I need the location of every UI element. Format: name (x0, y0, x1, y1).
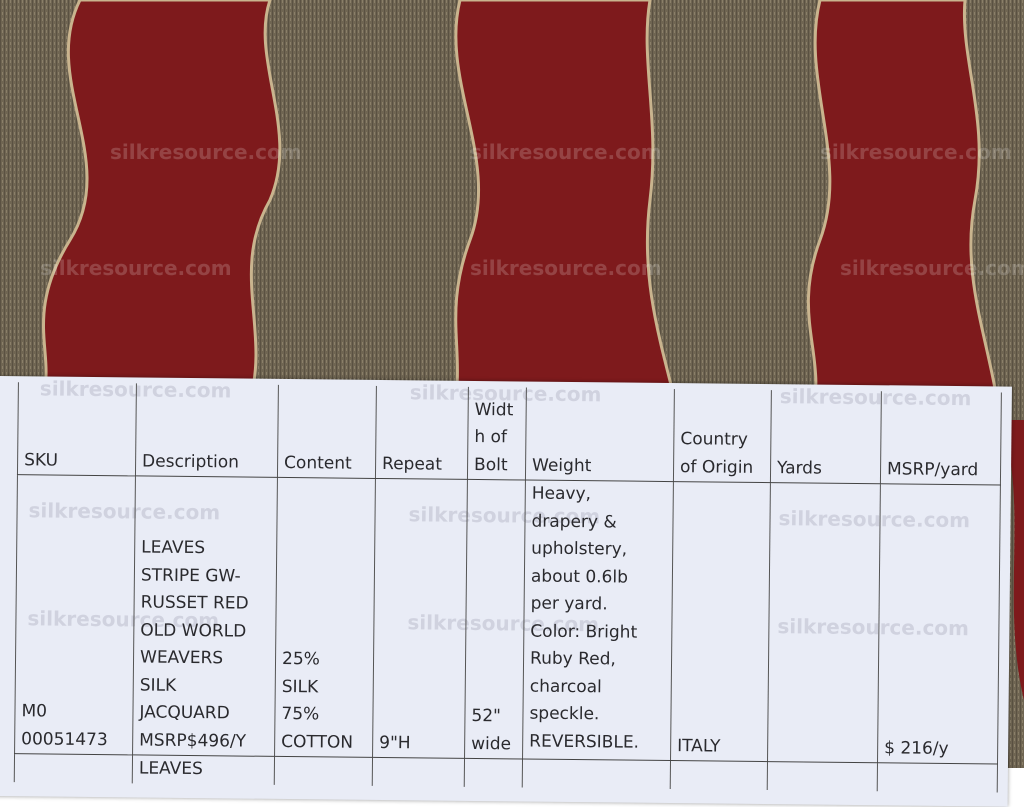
cell-line: upholstery, (531, 538, 628, 560)
table-cell: 52" wide (464, 479, 526, 759)
header-line: Widt (474, 399, 514, 420)
column-header: Widt h of Bolt (467, 386, 527, 481)
table-cell: ITALY (670, 481, 771, 762)
cell-line: Ruby Red, (529, 648, 616, 670)
column-header: Repeat (375, 385, 469, 480)
watermark: silkresource.com (820, 140, 1012, 164)
table-cell: LEAVES STRIPE GW- RUSSET RED OLD WORLD WEAVE… (132, 475, 278, 757)
header-line: Weight (531, 455, 592, 476)
column-header: MSRP/yard (880, 391, 1002, 485)
cell-line: SILK (139, 674, 177, 696)
cell-line: 75% (281, 703, 320, 725)
watermark: silkresource.com (470, 140, 662, 164)
column-header: Yards (770, 390, 882, 484)
cell-line: 9"H (379, 732, 411, 753)
table-cell (767, 761, 878, 791)
table-cell: $ 216/y (877, 483, 1001, 764)
table-cell (14, 753, 133, 783)
cell-line: STRIPE GW- (140, 564, 241, 587)
table-cell (372, 757, 465, 787)
header-line: Repeat (381, 453, 443, 475)
cell-line: SILK (281, 676, 319, 697)
header-line: Yards (776, 457, 822, 479)
watermark: silkresource.com (470, 256, 662, 280)
table-cell (877, 762, 998, 792)
table-cell: LEAVES (132, 754, 275, 785)
cell-line: JACQUARD (139, 702, 230, 724)
header-line: Description (142, 450, 240, 473)
table-cell: Heavy, drapery & upholstery, about 0.6lb per… (522, 480, 674, 761)
table-cell (670, 760, 768, 790)
cell-line: 00051473 (21, 728, 108, 750)
cell-line: 25% (281, 648, 320, 670)
column-header: Weight (525, 387, 675, 482)
header-line: Content (284, 452, 352, 474)
cell-line: REVERSIBLE. (529, 731, 640, 753)
cell-line: drapery & (531, 511, 617, 532)
table-cell (464, 758, 523, 787)
table-cell: 25% SILK 75% COTTON (274, 477, 376, 758)
price-sheet: silkresource.com silkresource.com silkre… (0, 376, 1012, 807)
header-line: of Origin (679, 456, 754, 478)
cell-line: charcoal (529, 676, 602, 697)
watermark: silkresource.com (840, 256, 1024, 280)
table-cell (522, 758, 671, 789)
cell-line: WEAVERS (139, 647, 224, 669)
header-line: Country (680, 429, 749, 450)
table-cell: 9"H (372, 478, 468, 759)
column-header: Description (135, 383, 279, 478)
cell-line: OLD WORLD (140, 619, 247, 642)
table-cell (767, 482, 881, 763)
cell-line: LEAVES (141, 537, 206, 559)
cell-line: RUSSET RED (140, 592, 249, 614)
cell-line: MSRP$496/Y (139, 729, 247, 752)
column-header: SKU (17, 382, 137, 476)
cell-line: speckle. (529, 703, 600, 725)
cell-line: $ 216/y (884, 737, 949, 759)
table-cell (274, 756, 373, 786)
cell-line: M0 (21, 701, 48, 722)
table-row: M0 00051473 LEAVES STRIPE GW- RUSSET RED OLD … (14, 474, 1001, 764)
cell-line: COTTON (281, 731, 354, 753)
cell-line: wide (471, 733, 512, 754)
header-line: Bolt (473, 454, 508, 475)
watermark: silkresource.com (40, 256, 232, 280)
column-header: Country of Origin (673, 389, 772, 483)
cell-line: Color: Bright (530, 621, 638, 643)
header-line: MSRP/yard (886, 458, 979, 480)
table-cell: M0 00051473 (14, 474, 136, 755)
header-line: h of (474, 426, 508, 448)
column-header: Content (277, 384, 377, 479)
cell-line: 52" (471, 705, 502, 727)
cell-line: per yard. (530, 593, 608, 615)
cell-line: ITALY (677, 735, 721, 757)
watermark: silkresource.com (110, 140, 302, 164)
cell-line: Heavy, (531, 483, 592, 505)
product-table: SKU Description Content Repeat Widt h of Bolt W… (14, 382, 1002, 792)
cell-line: about 0.6lb (530, 566, 629, 588)
header-line: SKU (24, 449, 59, 471)
